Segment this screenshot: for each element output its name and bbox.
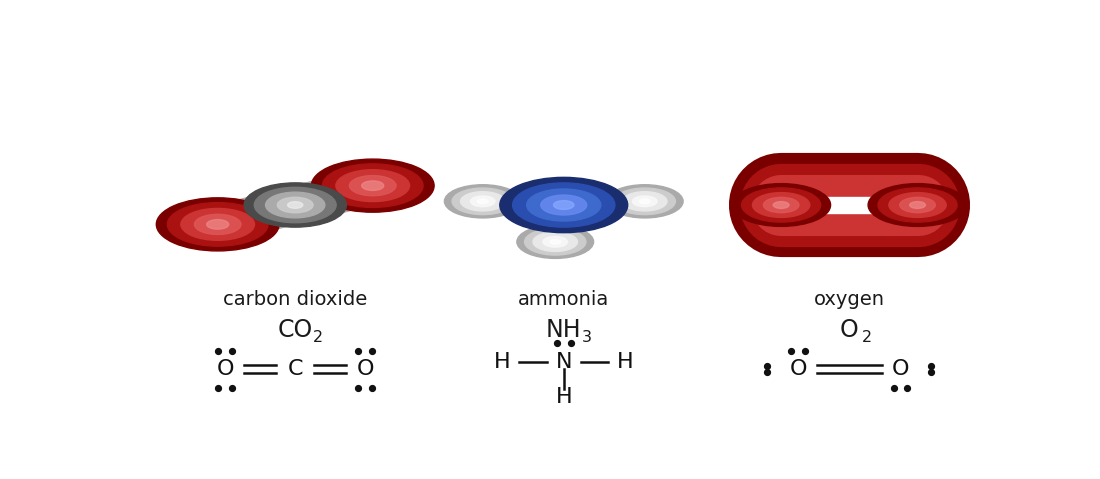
Circle shape (614, 188, 675, 215)
Circle shape (362, 181, 384, 191)
Circle shape (336, 170, 409, 202)
Circle shape (265, 192, 324, 218)
Circle shape (639, 199, 650, 204)
Text: CO: CO (277, 319, 312, 342)
Circle shape (471, 196, 495, 206)
Circle shape (623, 192, 667, 211)
Circle shape (277, 197, 313, 213)
Circle shape (452, 188, 514, 215)
Circle shape (477, 199, 488, 204)
Circle shape (180, 208, 254, 240)
Circle shape (868, 183, 967, 227)
Text: ammonia: ammonia (518, 290, 609, 308)
Circle shape (322, 164, 424, 207)
Text: N: N (556, 352, 572, 372)
Circle shape (207, 219, 229, 229)
Circle shape (534, 232, 578, 251)
Circle shape (632, 196, 657, 206)
Circle shape (244, 183, 346, 227)
Circle shape (878, 188, 957, 222)
Circle shape (553, 201, 574, 209)
Circle shape (606, 185, 683, 218)
Circle shape (525, 228, 586, 255)
Circle shape (550, 240, 561, 244)
Circle shape (156, 198, 279, 251)
Circle shape (350, 176, 396, 196)
Circle shape (499, 177, 628, 233)
Text: NH: NH (546, 319, 582, 342)
Circle shape (541, 195, 586, 215)
Text: H: H (556, 387, 572, 407)
Circle shape (773, 202, 789, 208)
Circle shape (513, 183, 615, 227)
Text: O: O (892, 359, 910, 379)
Circle shape (900, 197, 935, 213)
Circle shape (167, 203, 268, 246)
Text: O: O (790, 359, 807, 379)
Text: carbon dioxide: carbon dioxide (223, 290, 367, 308)
Circle shape (910, 202, 925, 208)
Text: 2: 2 (314, 330, 323, 344)
Text: O: O (217, 359, 234, 379)
Circle shape (311, 159, 434, 212)
Circle shape (195, 214, 241, 234)
Text: O: O (356, 359, 374, 379)
Text: C: C (287, 359, 303, 379)
Text: H: H (494, 352, 510, 372)
Circle shape (889, 193, 946, 217)
Circle shape (444, 185, 521, 218)
Circle shape (461, 192, 505, 211)
Text: 3: 3 (582, 330, 592, 344)
Text: 2: 2 (861, 330, 872, 344)
Circle shape (254, 187, 337, 223)
Circle shape (763, 197, 799, 213)
Circle shape (527, 189, 601, 221)
Text: oxygen: oxygen (814, 290, 884, 308)
Bar (821, 197, 878, 213)
Circle shape (517, 225, 594, 258)
Circle shape (741, 188, 821, 222)
Text: O: O (840, 319, 859, 342)
Circle shape (732, 183, 830, 227)
Circle shape (752, 193, 810, 217)
Circle shape (287, 202, 303, 208)
Circle shape (543, 237, 568, 247)
Text: H: H (617, 352, 634, 372)
